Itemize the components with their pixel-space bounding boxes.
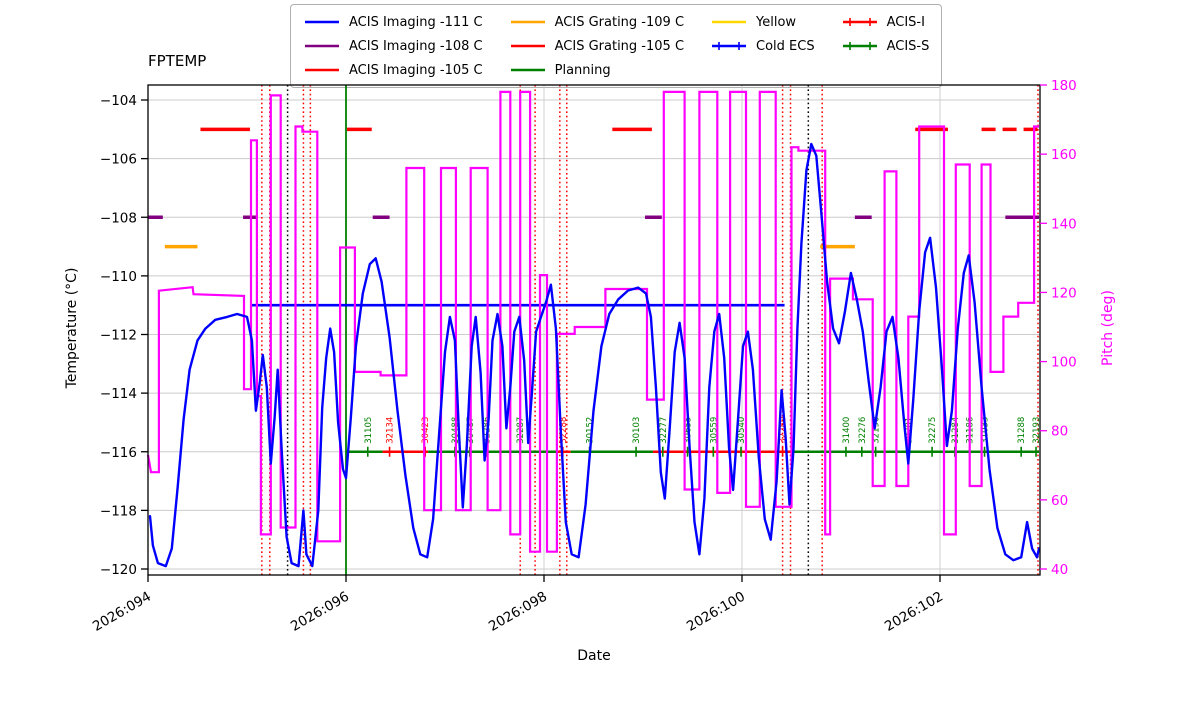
legend-column-1: ACIS Imaging -111 C ACIS Imaging -108 C AC… <box>303 10 483 82</box>
legend-line-sample <box>510 44 545 48</box>
obsid-label: 32280 <box>779 417 789 444</box>
obsid-label: 32193 <box>1032 417 1042 444</box>
y-tick-label-left: −112 <box>100 328 137 344</box>
y-tick-label-left: −116 <box>100 445 137 461</box>
legend: ACIS Imaging -111 C ACIS Imaging -108 C AC… <box>290 4 943 88</box>
legend-item-label: ACIS-I <box>886 14 925 30</box>
y-tick-label-right: 80 <box>1051 424 1068 440</box>
temperature-series-line <box>148 142 1041 568</box>
pitch-series-line <box>146 90 1039 553</box>
legend-item-acis-i: ACIS-I <box>841 10 930 34</box>
obsid-label: 31105 <box>364 417 374 444</box>
legend-item-cold-ecs: Cold ECS <box>710 34 815 58</box>
y-tick-label-left: −118 <box>100 503 137 519</box>
y-tick-label-right: 60 <box>1051 493 1068 509</box>
x-tick-label: 2026:094 <box>90 589 154 635</box>
legend-column-2: ACIS Grating -109 C ACIS Grating -105 C Pl… <box>509 10 684 82</box>
legend-item-label: ACIS Grating -109 C <box>554 14 685 30</box>
y-tick-label-left: −114 <box>100 386 137 402</box>
x-tick-label: 2026:100 <box>684 589 748 635</box>
legend-line-sample <box>305 68 339 72</box>
event-vlines <box>261 85 1039 575</box>
legend-line-sample <box>510 20 545 24</box>
obsid-label: 30559 <box>709 417 719 444</box>
y-tick-label-right: 180 <box>1051 78 1077 94</box>
legend-item-yellow: Yellow <box>710 10 815 34</box>
y-tick-label-right: 100 <box>1051 355 1077 371</box>
axis-ticks: −104 −106 −108 −110 −112 −114 −116 −118 −120 180 1… <box>90 78 1077 635</box>
y-tick-label-left: −104 <box>100 93 137 109</box>
obsid-label: 32277 <box>659 417 669 444</box>
y-tick-label-right: 40 <box>1051 562 1068 578</box>
legend-item-acis-grating-109-c: ACIS Grating -109 C <box>509 10 684 34</box>
legend-item-label: Planning <box>554 62 611 78</box>
legend-line-sample <box>305 44 339 48</box>
legend-item-label: ACIS Imaging -105 C <box>349 62 483 78</box>
y-tick-label-left: −106 <box>100 152 137 168</box>
y-tick-label-right: 160 <box>1051 147 1077 163</box>
legend-item-label: Cold ECS <box>756 38 815 54</box>
legend-column-4: ACIS-I ACIS-S <box>841 10 930 82</box>
legend-line-sample <box>712 20 747 24</box>
plot-frame <box>147 84 1041 576</box>
legend-item-label: Yellow <box>756 14 797 30</box>
obsid-label: 31400 <box>842 417 852 444</box>
obsid-label: 32288 <box>559 417 569 444</box>
obsid-label: 32134 <box>386 417 396 444</box>
legend-item-acis-grating-105-c: ACIS Grating -105 C <box>509 34 684 58</box>
chart-title: FPTEMP <box>148 52 207 70</box>
legend-item-acis-imaging-105-c: ACIS Imaging -105 C <box>303 58 483 82</box>
obsid-label: 32275 <box>928 417 938 444</box>
legend-column-3: Yellow Cold ECS <box>710 10 815 82</box>
obsid-label: 31288 <box>1017 417 1027 444</box>
x-tick-label: 2026:098 <box>486 589 550 635</box>
y-tick-label-right: 140 <box>1051 216 1077 232</box>
legend-line-sample <box>510 68 545 72</box>
legend-line-sample <box>842 42 877 50</box>
obsid-label: 32190 <box>872 417 882 444</box>
legend-line-sample <box>712 42 747 50</box>
legend-item-label: ACIS Grating -105 C <box>554 38 685 54</box>
y-tick-label-right: 120 <box>1051 285 1077 301</box>
x-tick-label: 2026:096 <box>288 589 352 635</box>
x-tick-label: 2026:102 <box>882 589 946 635</box>
obsid-label: 30540 <box>737 417 747 444</box>
obsid-label: 30152 <box>586 417 596 444</box>
y-tick-label-left: −110 <box>100 269 137 285</box>
y-tick-label-left: −120 <box>100 562 137 578</box>
legend-item-acis-imaging-108-c: ACIS Imaging -108 C <box>303 34 483 58</box>
legend-line-sample <box>305 20 339 24</box>
legend-line-sample <box>842 18 877 26</box>
obsid-label: 32276 <box>858 417 868 444</box>
x-axis-label: Date <box>577 648 611 664</box>
legend-item-label: ACIS-S <box>886 38 930 54</box>
y-tick-label-left: −108 <box>100 210 137 226</box>
legend-item-acis-s: ACIS-S <box>841 34 930 58</box>
legend-item-planning: Planning <box>509 58 684 82</box>
legend-item-label: ACIS Imaging -108 C <box>349 38 483 54</box>
obsid-label: 30423 <box>421 417 431 444</box>
obsid-label: 30103 <box>632 417 642 444</box>
legend-item-acis-imaging-111-c: ACIS Imaging -111 C <box>303 10 483 34</box>
legend-item-label: ACIS Imaging -111 C <box>349 14 483 30</box>
